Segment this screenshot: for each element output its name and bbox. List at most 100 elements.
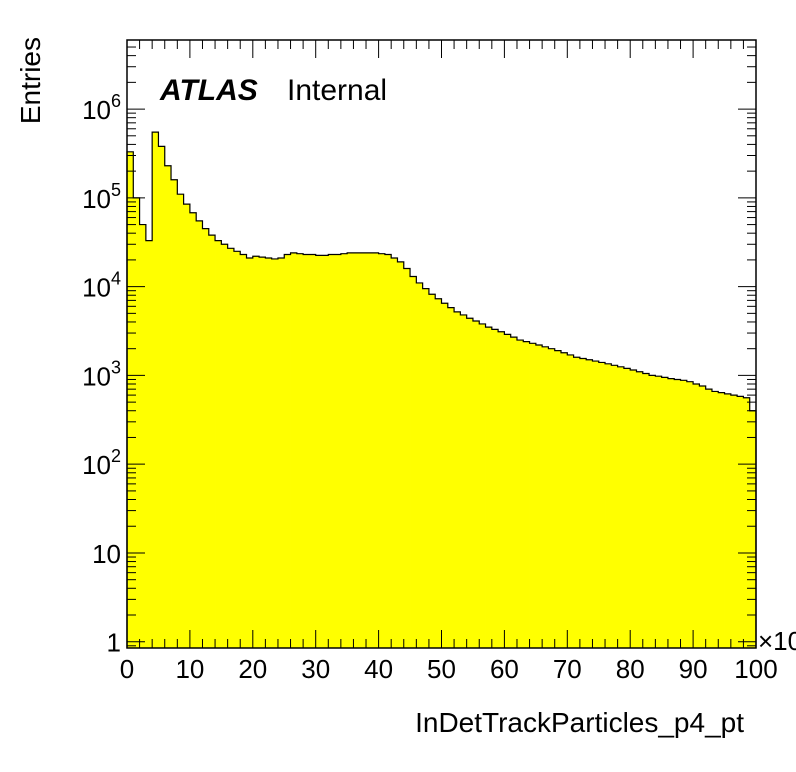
x-tick-label: 50	[427, 654, 456, 684]
histogram-bar	[353, 252, 361, 648]
histogram-bar	[623, 368, 631, 648]
histogram-bar	[240, 254, 247, 648]
histogram-bar	[573, 357, 581, 648]
histogram-bar	[315, 255, 323, 649]
histogram-bar	[227, 248, 235, 649]
histogram-bar	[246, 258, 254, 648]
x-tick-label: 80	[616, 654, 645, 684]
histogram-bar	[221, 244, 229, 648]
histogram-bar	[397, 261, 405, 648]
histogram-bar	[347, 252, 354, 648]
histogram-bar	[139, 224, 147, 649]
histogram-bar	[391, 258, 398, 648]
histogram-bar	[586, 359, 593, 648]
histogram-bar	[271, 258, 279, 648]
histogram-bar	[177, 194, 185, 648]
histogram-bars	[127, 132, 757, 649]
histogram-bar	[422, 288, 430, 648]
histogram-bar	[718, 392, 725, 648]
histogram-bar	[523, 341, 530, 648]
y-tick-label: 106	[82, 91, 121, 125]
histogram-bar	[290, 252, 298, 648]
internal-label: Internal	[287, 74, 387, 107]
histogram-bar	[491, 329, 499, 648]
histogram-bar	[321, 255, 329, 649]
histogram-bar	[441, 303, 449, 648]
histogram-bar	[472, 321, 480, 648]
histogram-bar	[649, 375, 656, 648]
histogram-bar	[567, 354, 574, 648]
histogram-bar	[435, 298, 442, 648]
histogram-bar	[152, 132, 159, 648]
y-tick-labels: 1 10 102 103 104 105 106	[82, 91, 121, 658]
y-tick-label: 105	[82, 180, 121, 214]
histogram-bar	[158, 146, 166, 649]
histogram-bar	[554, 350, 562, 648]
histogram-bar	[265, 258, 273, 648]
y-tick-label: 104	[82, 269, 121, 303]
histogram-bar	[730, 395, 738, 648]
histogram-bar	[378, 253, 386, 648]
histogram-bar	[277, 258, 285, 648]
histogram-bar	[145, 240, 153, 648]
histogram-bar	[642, 373, 650, 648]
y-tick-label: 10	[92, 539, 121, 569]
x-axis-title: InDetTrackParticles_p4_pt	[415, 707, 744, 738]
x-tick-label: 40	[364, 654, 393, 684]
x-tick-label: 100	[734, 654, 777, 684]
histogram-bar	[680, 380, 688, 648]
y-axis-title: Entries	[15, 37, 46, 124]
histogram-bar	[447, 307, 455, 648]
histogram-bar	[749, 410, 757, 648]
histogram-bar	[416, 282, 424, 648]
histogram-bar	[548, 348, 556, 648]
histogram-bar	[208, 235, 216, 648]
x-tick-label: 30	[301, 654, 330, 684]
histogram-bar	[309, 254, 317, 648]
axis-ticks	[126, 39, 757, 648]
histogram-bar	[259, 257, 266, 648]
histogram-bar	[611, 365, 619, 648]
histogram-bar	[202, 228, 210, 648]
histogram-bar	[535, 345, 543, 648]
histogram-bar	[133, 197, 140, 648]
histogram-bar	[542, 346, 549, 648]
histogram-bar	[252, 256, 260, 648]
histogram-bar	[183, 204, 191, 648]
histogram-bar	[334, 254, 342, 648]
histogram-bar	[655, 376, 663, 648]
histogram-bar	[403, 268, 411, 648]
histogram-bar	[510, 337, 518, 648]
histogram-bar	[504, 334, 512, 648]
histogram-bar	[705, 389, 713, 648]
histogram-bar	[372, 252, 379, 648]
x-tick-label: 10	[175, 654, 204, 684]
histogram-bar	[189, 212, 197, 649]
histogram-bar	[460, 314, 468, 648]
histogram-bar	[479, 323, 486, 648]
histogram-bar	[516, 340, 524, 648]
x-tick-label: 90	[679, 654, 708, 684]
histogram-bar	[328, 254, 335, 648]
x-tick-label: 60	[490, 654, 519, 684]
histogram-bar	[737, 396, 744, 648]
histogram-bar	[661, 377, 669, 648]
histogram-bar	[164, 165, 172, 648]
histogram-bar	[233, 251, 241, 648]
histogram-bar	[428, 294, 436, 648]
histogram-bar	[303, 254, 310, 648]
histogram-bar	[592, 361, 600, 648]
histogram-bar	[498, 331, 505, 648]
histogram-bar	[561, 352, 568, 648]
histogram-bar	[485, 327, 493, 648]
histogram-bar	[196, 220, 203, 648]
histogram-bar	[693, 384, 700, 648]
histogram-bar	[296, 253, 304, 648]
histogram-bar	[686, 381, 694, 648]
histogram-bar	[630, 370, 637, 648]
x-tick-label: 70	[553, 654, 582, 684]
histogram-bar	[598, 362, 606, 648]
atlas-label: ATLAS	[159, 74, 258, 107]
x-tick-label: 20	[238, 654, 267, 684]
